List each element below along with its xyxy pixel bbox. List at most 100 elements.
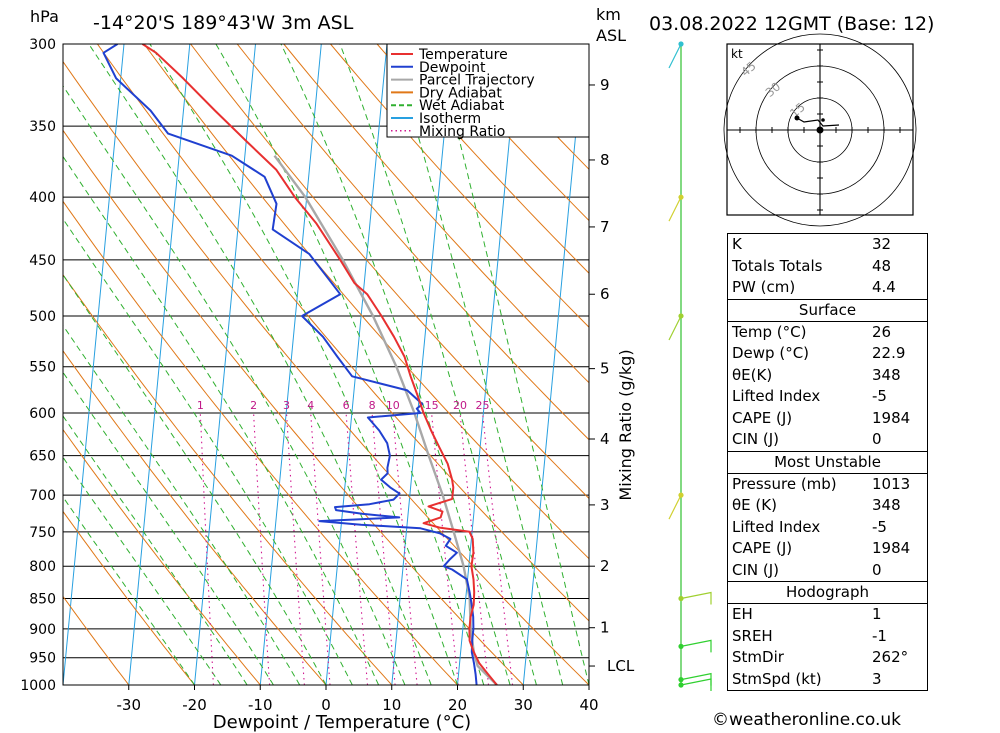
indices-value: 1	[872, 605, 882, 623]
dry-adiabat-line	[376, 44, 589, 274]
hpa-unit-label: hPa	[30, 7, 59, 26]
dry-adiabat-line	[189, 44, 589, 500]
indices-label: CIN (J)	[732, 430, 780, 448]
dry-adiabat-lines	[63, 44, 589, 685]
indices-value: -5	[872, 387, 887, 405]
indices-value: 0	[872, 430, 882, 448]
pressure-tick-650: 650	[29, 449, 56, 465]
dry-adiabat-line	[329, 44, 589, 328]
mixing-ratio-line	[371, 412, 396, 685]
legend-label-isotherm: Isotherm	[419, 111, 481, 127]
legend-label-mixing-ratio: Mixing Ratio	[419, 124, 505, 140]
mixing-ratio-label-20: 20	[453, 399, 467, 412]
km-tick-lcl: LCL	[607, 657, 635, 675]
mixing-ratio-label-6: 6	[343, 399, 350, 412]
hodograph-point	[821, 118, 825, 122]
datetime-title: 03.08.2022 12GMT (Base: 12)	[649, 13, 934, 35]
legend-label-wet-adiabat: Wet Adiabat	[419, 98, 505, 114]
isotherm-line	[522, 44, 585, 685]
hodograph-point	[794, 115, 800, 121]
pressure-tick-600: 600	[29, 406, 56, 422]
wet-adiabat-line	[390, 44, 564, 685]
mixing-ratio-label-2: 2	[250, 399, 257, 412]
indices-row: Lifted Index -5	[728, 517, 927, 539]
km-tick-6: 6	[600, 285, 610, 303]
hodograph-trace	[796, 117, 840, 127]
indices-value: 4.4	[872, 278, 896, 296]
pressure-tick-700: 700	[29, 488, 56, 504]
indices-label: θE (K)	[732, 496, 777, 514]
plot-frame	[62, 43, 590, 686]
indices-label: Temp (°C)	[732, 322, 807, 341]
mixing-ratio-label-4: 4	[307, 399, 314, 412]
wet-adiabat-line	[63, 496, 195, 685]
indices-label: θE(K)	[732, 365, 773, 384]
pressure-axis: 300 350 400 450 500 550 600 650 700 750 800 850 900 9…	[20, 37, 56, 694]
dry-adiabat-line	[63, 349, 327, 685]
indices-value: 32	[872, 235, 892, 253]
indices-value: 48	[872, 256, 892, 275]
temp-tick--10: -10	[248, 696, 273, 714]
wind-barb-990	[680, 672, 712, 686]
height-axis: 9 8 7 6 5 4 3 2 1 LCL	[589, 76, 635, 675]
wet-adiabat-line	[339, 44, 537, 685]
pressure-tick-750: 750	[29, 525, 56, 541]
mixing-ratio-label-3: 3	[283, 399, 290, 412]
indices-value: 1984	[872, 408, 911, 427]
indices-label: K	[732, 235, 742, 253]
wet-adiabat-lines	[63, 44, 589, 685]
isotherm-line	[259, 44, 322, 685]
dry-adiabat-line	[236, 44, 589, 441]
indices-value: 22.9	[872, 344, 906, 362]
temp-tick-0: 0	[321, 696, 331, 714]
indices-value: 348	[872, 496, 901, 514]
wet-adiabat-line	[63, 324, 301, 685]
isotherm-lines	[63, 44, 589, 685]
indices-value: 3	[872, 669, 882, 688]
indices-section-2: Most Unstable Pressure (mb) 1013 θE (K) 348 L…	[728, 450, 927, 582]
km-tick-5: 5	[600, 360, 610, 378]
pressure-tick-300: 300	[29, 37, 56, 53]
indices-value: -1	[872, 626, 887, 645]
wind-barb-1000	[680, 678, 712, 691]
km-tick-7: 7	[600, 218, 610, 236]
indices-row: Lifted Index -5	[728, 386, 927, 408]
wet-adiabat-line	[88, 44, 432, 685]
km-tick-9: 9	[600, 76, 610, 94]
indices-label: CAPE (J)	[732, 539, 793, 557]
mixing-ratio-label-15: 15	[425, 399, 439, 412]
indices-value: 0	[872, 560, 882, 579]
mixing-ratio-label-10: 10	[386, 399, 400, 412]
isotherm-line	[63, 44, 125, 685]
dry-adiabat-line	[283, 44, 589, 384]
indices-row: EH 1	[728, 604, 927, 626]
indices-row: Dewp (°C) 22.9	[728, 343, 927, 365]
indices-row: CIN (J) 0	[728, 429, 927, 451]
km-tick-4: 4	[600, 430, 610, 448]
indices-table: K 32 Totals Totals 48 PW (cm) 4.4 Surface Temp …	[727, 233, 928, 691]
indices-row: CIN (J) 0	[728, 560, 927, 582]
indices-label: Lifted Index	[732, 517, 821, 536]
dry-adiabat-line	[143, 44, 589, 560]
wet-adiabat-line	[435, 44, 589, 685]
km-tick-2: 2	[600, 557, 610, 575]
wind-profile	[668, 41, 712, 691]
pressure-tick-900: 900	[29, 622, 56, 638]
km-tick-8: 8	[600, 151, 610, 169]
wet-adiabat-line	[63, 218, 353, 685]
asl-unit-label: ASL	[596, 26, 626, 45]
mixing-ratio-label-8: 8	[369, 399, 376, 412]
wet-adiabat-line	[215, 44, 485, 685]
indices-label: PW (cm)	[732, 278, 796, 296]
wet-adiabat-line	[149, 44, 458, 685]
indices-row: StmDir 262°	[728, 647, 927, 669]
indices-label: Pressure (mb)	[732, 474, 837, 493]
location-title: -14°20'S 189°43'W 3m ASL	[93, 12, 354, 34]
indices-row: PW (cm) 4.4	[728, 277, 927, 299]
wet-adiabat-line	[63, 85, 406, 685]
isotherm-line	[128, 44, 191, 685]
indices-label: Dewp (°C)	[732, 344, 810, 362]
dewpoint-profile	[102, 44, 478, 685]
